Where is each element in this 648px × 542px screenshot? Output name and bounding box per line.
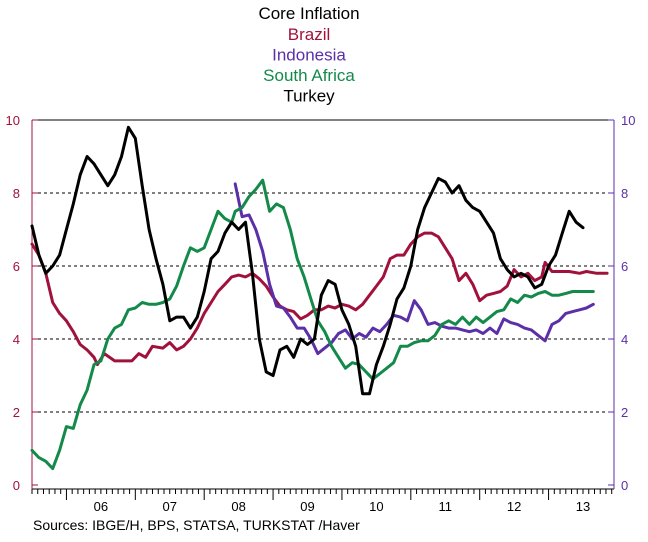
- series-line-turkey: [30, 125, 585, 396]
- source-note: Sources: IBGE/H, BPS, STATSA, TURKSTAT /…: [33, 517, 360, 533]
- series-line-indonesia: [233, 182, 595, 356]
- x-tick-label-12: 12: [507, 499, 521, 514]
- gridlines: [32, 192, 614, 413]
- left-tick-label-2: 2: [13, 405, 20, 420]
- series-line-south-africa: [30, 178, 595, 471]
- right-tick-label-8: 8: [621, 186, 628, 201]
- x-tick-label-13: 13: [576, 499, 590, 514]
- x-tick-label-08: 08: [231, 499, 245, 514]
- left-tick-label-10: 10: [6, 113, 20, 128]
- right-tick-label-4: 4: [621, 332, 628, 347]
- x-tick-label-11: 11: [439, 499, 453, 514]
- left-tick-label-6: 6: [13, 259, 20, 274]
- x-tick-label-09: 09: [300, 499, 314, 514]
- left-tick-label-4: 4: [13, 332, 20, 347]
- legend-entry-brazil: Brazil: [288, 25, 331, 44]
- x-axis-ticks: 06 07 08 09 10 11 12 13: [31, 489, 613, 514]
- legend-entry-south-africa: South Africa: [263, 66, 355, 85]
- right-tick-label-2: 2: [621, 405, 628, 420]
- legend-entry-turkey: Turkey: [283, 87, 335, 106]
- x-tick-label-07: 07: [163, 499, 177, 514]
- legend-entry-indonesia: Indonesia: [272, 46, 346, 65]
- y-axis-ticks: 0 0 2 2 4 4 6 6 8 8 10 10: [6, 113, 636, 493]
- right-tick-label-10: 10: [621, 113, 635, 128]
- left-tick-label-0: 0: [13, 478, 20, 493]
- series-lines: [30, 125, 609, 471]
- right-tick-label-6: 6: [621, 259, 628, 274]
- x-tick-label-10: 10: [369, 499, 383, 514]
- x-tick-label-06: 06: [94, 499, 108, 514]
- chart-title: Core Inflation: [258, 4, 359, 23]
- right-tick-label-0: 0: [621, 478, 628, 493]
- left-tick-label-8: 8: [13, 186, 20, 201]
